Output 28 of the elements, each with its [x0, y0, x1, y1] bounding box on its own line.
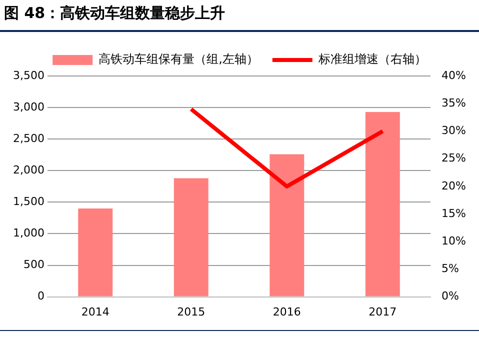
y-tick-label: 2,500	[12, 132, 44, 145]
x-tick-label: 2017	[368, 305, 397, 318]
y2-tick-label: 0%	[442, 290, 460, 303]
legend-label: 高铁动车组保有量（组,左轴）	[98, 52, 258, 66]
y-tick-label: 1,500	[12, 195, 44, 208]
legend-label: 标准组增速（右轴）	[317, 52, 426, 66]
y2-tick-label: 20%	[442, 179, 466, 192]
y2-tick-label: 40%	[442, 68, 466, 82]
y2-tick-label: 30%	[442, 124, 466, 138]
y-tick-label: 0	[37, 290, 44, 303]
x-tick-label: 2014	[81, 305, 110, 318]
chart-title: 图 48：高铁动车组数量稳步上升	[4, 4, 226, 23]
bar	[270, 154, 304, 296]
y-tick-label: 3,000	[12, 100, 44, 114]
y-tick-label: 2,000	[12, 163, 44, 176]
bar	[78, 208, 113, 296]
bar	[174, 178, 208, 296]
y-tick-label: 500	[23, 258, 44, 272]
y2-tick-label: 15%	[442, 206, 466, 220]
x-tick-label: 2016	[272, 305, 301, 318]
y2-tick-label: 35%	[442, 96, 466, 110]
y-tick-label: 1,000	[12, 226, 44, 240]
y2-tick-label: 25%	[442, 152, 466, 165]
y2-tick-label: 5%	[442, 262, 460, 276]
x-tick-label: 2015	[177, 305, 206, 318]
y-tick-label: 3,500	[12, 68, 44, 82]
y2-tick-label: 10%	[442, 234, 466, 248]
bar	[365, 112, 400, 296]
